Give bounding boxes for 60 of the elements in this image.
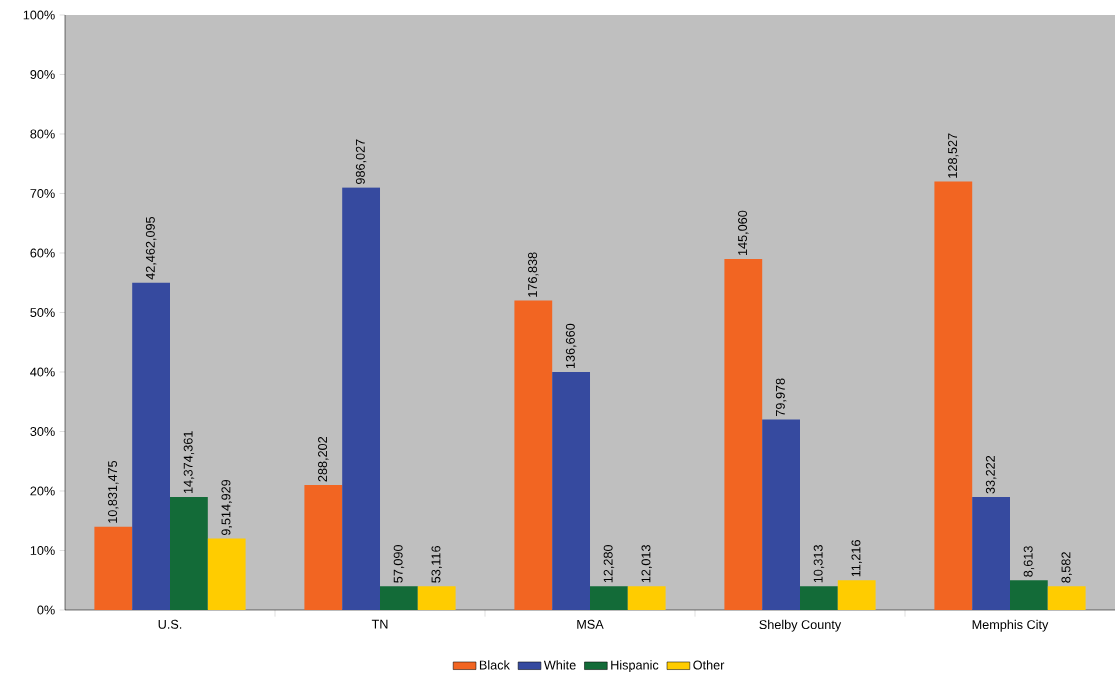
y-tick-label: 0% (37, 605, 55, 615)
bar (627, 586, 666, 610)
x-tick-label: MSA (577, 619, 604, 629)
x-tick-label: Memphis City (972, 619, 1049, 632)
x-tick-label: Shelby County (759, 619, 842, 632)
annotation: 288,202 (318, 436, 329, 482)
annotation: 176,838 (528, 252, 539, 297)
annotation: 8,582 (1061, 552, 1072, 583)
bar (207, 538, 246, 610)
annotation: 42,462,095 (145, 216, 157, 280)
bar (972, 496, 1011, 610)
bar (342, 187, 380, 610)
y-tick-label: 40% (30, 367, 55, 377)
y-tick-label: 60% (30, 248, 55, 258)
annotation: 53,116 (431, 546, 442, 583)
annotation: 14,374,361 (183, 431, 195, 494)
bar (800, 586, 838, 610)
bar (762, 419, 800, 610)
legend-label: Other (693, 660, 725, 670)
annotation: 9,514,929 (221, 479, 232, 536)
annotation: 33,222 (985, 455, 997, 494)
bar (514, 300, 553, 610)
annotation: 145,060 (738, 210, 749, 256)
y-tick-label: 20% (30, 486, 55, 496)
y-tick-label: 30% (30, 427, 55, 436)
x-tick-label: U.S. (158, 619, 182, 629)
bar (380, 586, 418, 610)
annotation: 986,027 (355, 139, 367, 185)
bar (934, 181, 973, 610)
bar (837, 580, 876, 610)
bar (590, 586, 628, 610)
annotation: 128,527 (948, 133, 959, 178)
annotation: 8,613 (1023, 546, 1035, 577)
bar (1047, 586, 1086, 610)
y-tick-label: 70% (30, 189, 55, 198)
x-tick-label: TN (371, 619, 388, 629)
annotation: 10,313 (813, 545, 825, 583)
y-tick-label: 50% (30, 308, 55, 317)
bar (1010, 580, 1048, 610)
legend-label: White (543, 660, 576, 670)
annotation: 12,280 (603, 545, 615, 583)
legend-label: Black (479, 660, 510, 670)
bar (417, 586, 456, 610)
y-tick-label: 10% (30, 546, 55, 555)
annotation: 11,216 (851, 540, 862, 577)
bar (132, 282, 170, 610)
y-tick-label: 80% (30, 129, 55, 139)
annotation: 57,090 (393, 545, 405, 583)
annotation: 79,978 (775, 378, 787, 417)
y-tick-label: 100% (23, 10, 55, 20)
legend-label: Hispanic (611, 660, 659, 673)
bar (724, 258, 763, 610)
bar (170, 496, 208, 610)
annotation: 12,013 (641, 545, 652, 583)
annotation: 10,831,475 (108, 460, 119, 523)
y-tick-label: 90% (30, 70, 55, 79)
bar (304, 485, 343, 610)
annotation: 136,660 (565, 323, 577, 369)
bar (94, 526, 133, 610)
bar (552, 372, 591, 610)
